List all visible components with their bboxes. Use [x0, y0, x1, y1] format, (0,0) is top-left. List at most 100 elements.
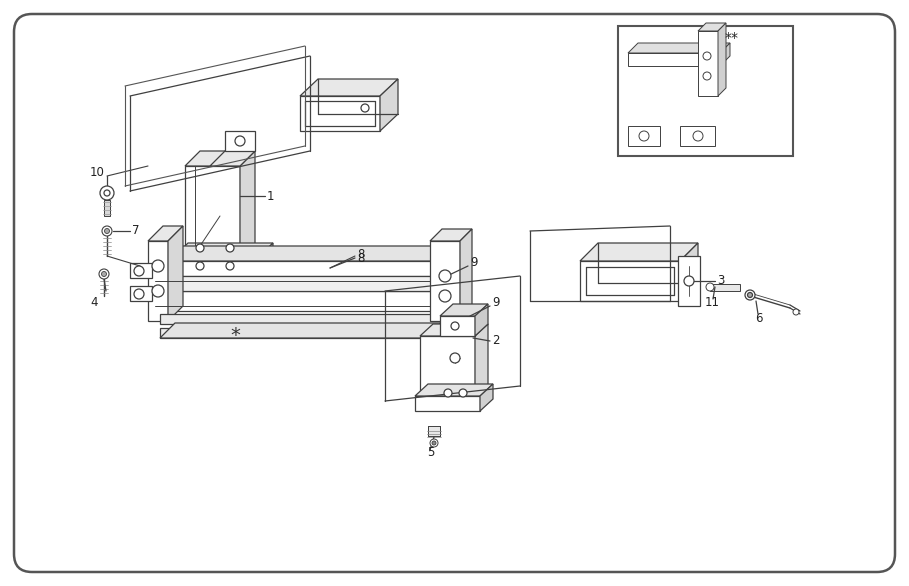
Polygon shape	[130, 263, 152, 278]
Polygon shape	[440, 316, 475, 336]
Polygon shape	[430, 241, 460, 321]
Text: 9: 9	[492, 297, 500, 309]
Polygon shape	[680, 126, 715, 146]
Circle shape	[450, 353, 460, 363]
Circle shape	[430, 439, 438, 447]
Polygon shape	[225, 131, 255, 151]
Circle shape	[684, 276, 694, 286]
Circle shape	[226, 244, 234, 252]
Polygon shape	[628, 43, 730, 53]
Circle shape	[134, 289, 144, 299]
Polygon shape	[460, 229, 472, 321]
Polygon shape	[210, 151, 255, 166]
Polygon shape	[440, 304, 488, 316]
Polygon shape	[430, 229, 472, 241]
Polygon shape	[175, 256, 260, 276]
Circle shape	[451, 322, 459, 330]
Polygon shape	[160, 328, 440, 338]
Polygon shape	[380, 79, 398, 131]
Text: 8: 8	[357, 248, 365, 261]
Polygon shape	[420, 336, 475, 401]
FancyBboxPatch shape	[14, 14, 895, 572]
Text: 3: 3	[717, 274, 724, 288]
Polygon shape	[175, 243, 273, 256]
Circle shape	[196, 244, 204, 252]
Polygon shape	[628, 126, 660, 146]
Circle shape	[444, 389, 452, 397]
Polygon shape	[445, 246, 460, 311]
Polygon shape	[628, 53, 720, 66]
Text: 6: 6	[755, 312, 763, 325]
Polygon shape	[160, 323, 440, 338]
Text: 10: 10	[90, 166, 105, 179]
Text: 4: 4	[90, 297, 97, 309]
Circle shape	[105, 229, 109, 233]
Polygon shape	[720, 43, 730, 66]
Circle shape	[439, 290, 451, 302]
Polygon shape	[150, 276, 445, 291]
Text: 5: 5	[427, 447, 435, 459]
Text: 11: 11	[705, 297, 720, 309]
Polygon shape	[130, 286, 152, 301]
Polygon shape	[185, 166, 240, 261]
Circle shape	[693, 131, 703, 141]
Polygon shape	[148, 226, 183, 241]
Polygon shape	[150, 291, 445, 311]
Text: 2: 2	[492, 335, 500, 347]
Circle shape	[100, 186, 114, 200]
Polygon shape	[580, 243, 698, 261]
Polygon shape	[475, 324, 488, 401]
Circle shape	[102, 226, 112, 236]
Text: **: **	[725, 31, 739, 45]
Polygon shape	[698, 23, 726, 31]
Circle shape	[432, 441, 436, 445]
Polygon shape	[680, 243, 698, 301]
Polygon shape	[104, 200, 110, 216]
Circle shape	[104, 190, 110, 196]
Circle shape	[703, 72, 711, 80]
Text: *: *	[230, 326, 240, 346]
Circle shape	[459, 389, 467, 397]
Polygon shape	[415, 384, 493, 396]
Polygon shape	[420, 324, 488, 336]
Polygon shape	[300, 96, 380, 131]
Polygon shape	[480, 384, 493, 411]
Circle shape	[747, 292, 753, 298]
Circle shape	[439, 270, 451, 282]
FancyBboxPatch shape	[618, 26, 793, 156]
Circle shape	[152, 260, 164, 272]
Polygon shape	[168, 226, 183, 321]
Circle shape	[134, 266, 144, 276]
Polygon shape	[475, 304, 488, 336]
Polygon shape	[260, 243, 273, 276]
Polygon shape	[185, 151, 255, 166]
Circle shape	[99, 269, 109, 279]
Text: 1: 1	[267, 189, 275, 203]
Circle shape	[361, 104, 369, 112]
Polygon shape	[415, 396, 480, 411]
Polygon shape	[698, 31, 718, 96]
Polygon shape	[160, 314, 440, 324]
Circle shape	[102, 271, 106, 277]
Circle shape	[706, 283, 714, 291]
Polygon shape	[300, 79, 398, 96]
Text: 8: 8	[357, 251, 365, 264]
Circle shape	[703, 52, 711, 60]
Circle shape	[745, 290, 755, 300]
Circle shape	[793, 309, 799, 315]
Circle shape	[196, 262, 204, 270]
Polygon shape	[240, 151, 255, 261]
Circle shape	[235, 136, 245, 146]
Polygon shape	[445, 296, 460, 311]
Polygon shape	[718, 23, 726, 96]
Polygon shape	[428, 426, 440, 436]
Text: 9: 9	[470, 257, 477, 270]
Polygon shape	[150, 246, 460, 261]
Polygon shape	[678, 256, 700, 306]
Circle shape	[226, 262, 234, 270]
Polygon shape	[150, 261, 445, 276]
Text: 7: 7	[132, 224, 139, 237]
Polygon shape	[710, 284, 740, 291]
Polygon shape	[148, 241, 168, 321]
Circle shape	[152, 285, 164, 297]
